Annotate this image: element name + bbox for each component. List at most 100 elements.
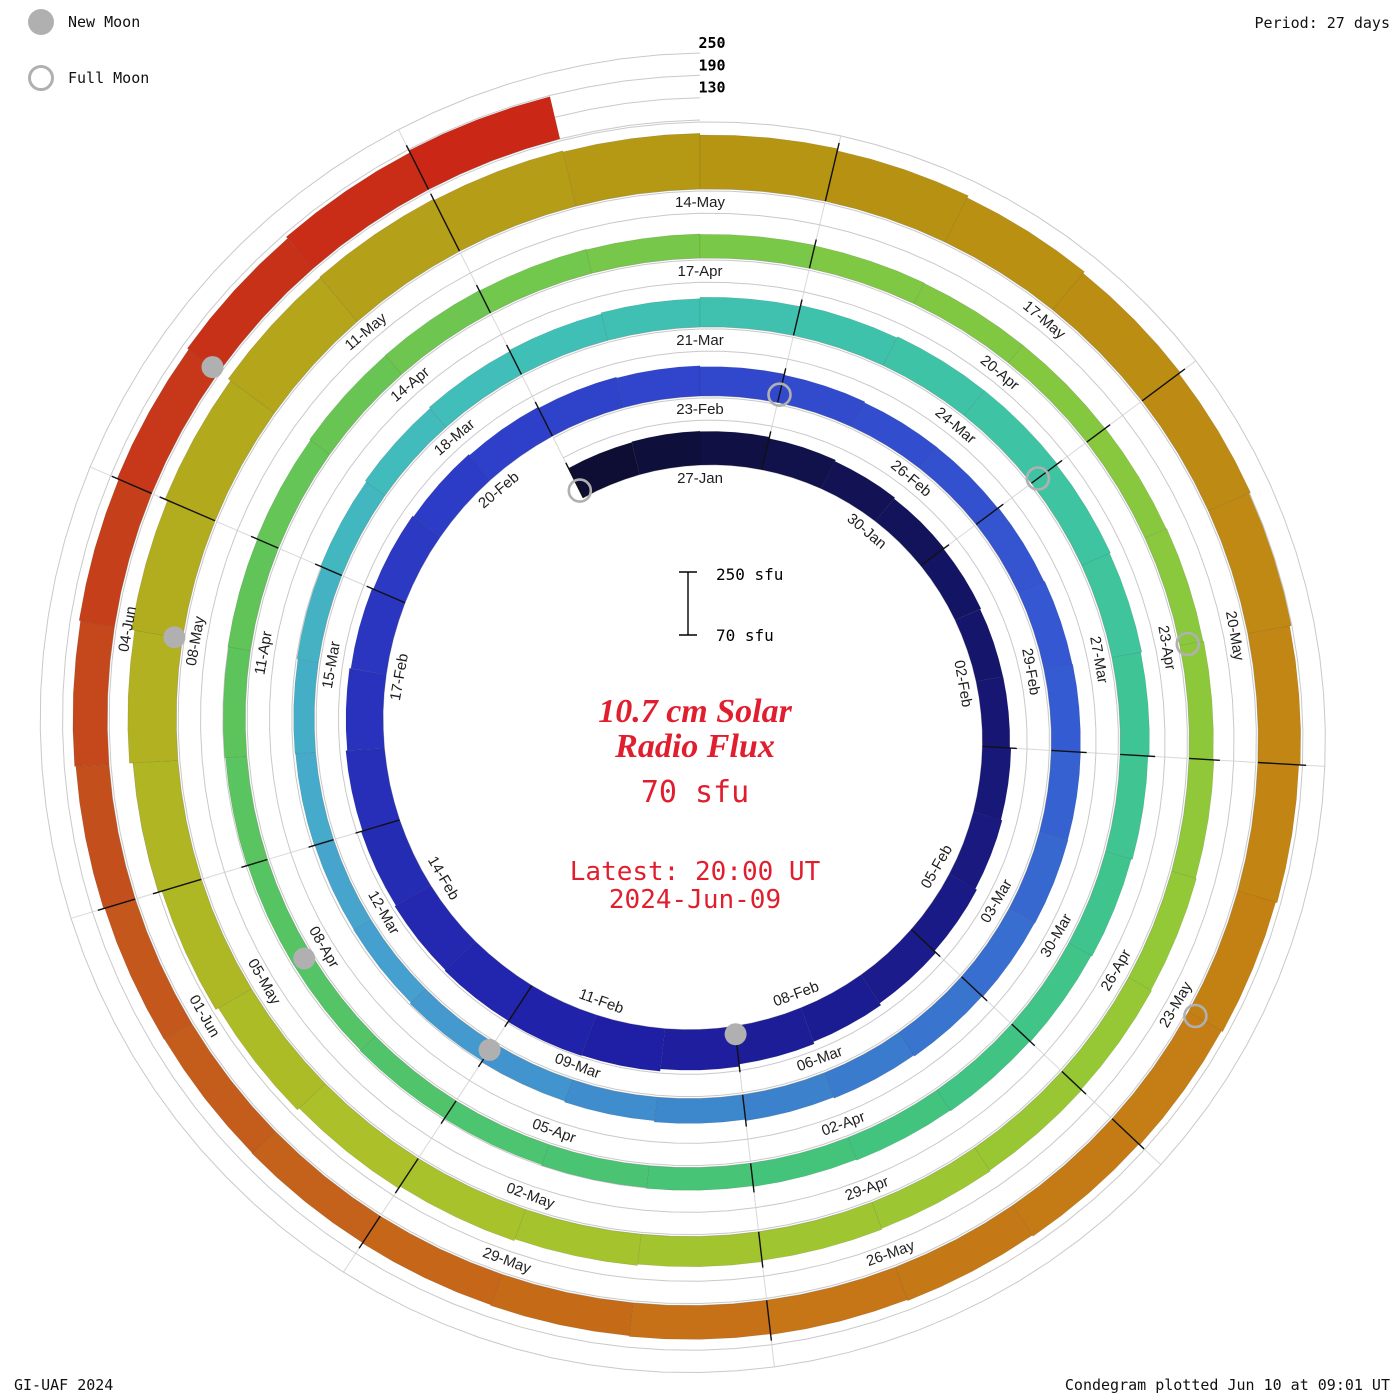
moon-legend: New Moon Full Moon (28, 8, 149, 120)
flux-bar-segment (1039, 750, 1081, 841)
flux-bar-segment (132, 760, 202, 893)
flux-bar-segment (973, 746, 1012, 821)
spiral-layer: 27-Jan30-Jan02-Feb05-Feb08-Feb11-Feb14-F… (39, 34, 1326, 1374)
chart-title-line2: Radio Flux (614, 728, 775, 765)
flux-bar-segment (1008, 831, 1069, 924)
flux-bar-segment (1031, 464, 1111, 566)
ring-scale-label: 190 (698, 56, 725, 74)
flux-bar-segment (399, 1158, 526, 1242)
new-moon-marker (724, 1023, 747, 1046)
flux-bar-segment (537, 376, 624, 437)
new-moon-icon (28, 9, 54, 35)
flux-bar-segment (882, 336, 986, 416)
full-moon-marker (1025, 466, 1051, 491)
new-moon-marker (163, 626, 186, 649)
flux-bar-segment (1086, 427, 1167, 539)
new-moon-marker (293, 947, 316, 970)
date-label: 02-Feb (950, 659, 975, 709)
date-label: 17-Feb (387, 652, 412, 702)
date-label: 14-May (675, 194, 726, 211)
date-label: 29-Feb (1018, 647, 1043, 697)
chart-title-line1: 10.7 cm Solar (598, 693, 792, 730)
flux-bar-segment (936, 1023, 1031, 1112)
plotted-label: Condegram plotted Jun 10 at 09:01 UT (1064, 1376, 1390, 1394)
flux-bar-segment (631, 430, 701, 475)
flux-bar-segment (443, 1100, 550, 1166)
date-label: 17-Apr (677, 263, 722, 280)
flux-bar-segment (777, 374, 866, 428)
flux-bar-segment (1128, 870, 1197, 991)
flux-bar-segment (127, 629, 183, 764)
flux-scale-max-label: 250 sfu (716, 565, 783, 584)
flux-bar-segment (825, 150, 969, 243)
credit-label: GI-UAF 2024 (14, 1376, 114, 1394)
moon-markers (163, 356, 1208, 1061)
ring-scale-label: 250 (698, 34, 725, 52)
new-moon-marker (478, 1038, 501, 1061)
full-moon-marker (1183, 1003, 1208, 1029)
full-moon-icon (28, 65, 54, 91)
flux-bar-segment (975, 676, 1011, 749)
flux-bar-segment (1171, 758, 1215, 879)
date-label: 23-Feb (676, 401, 724, 418)
flux-bar-segment (758, 1202, 883, 1261)
flux-bar-segment (742, 1072, 835, 1122)
flux-bar-segment (637, 1231, 763, 1268)
ring-scale-label: 130 (698, 79, 725, 97)
current-flux-value: 70 sfu (641, 775, 749, 810)
flux-bar-segment (913, 283, 1024, 364)
period-label: Period: 27 days (1254, 14, 1390, 32)
flux-bar-segment (750, 1137, 857, 1187)
legend-full-moon-row: Full Moon (28, 64, 149, 92)
full-moon-label: Full Moon (68, 69, 150, 87)
flux-bar-segment (564, 1079, 658, 1122)
flux-bar-segment (761, 438, 837, 489)
flux-bar-segment (949, 811, 1003, 890)
flux-bar-segment (364, 407, 447, 496)
flux-bar-segment (514, 1209, 642, 1266)
flux-bar-segment (974, 1070, 1083, 1171)
grid-ring-250-sfu (39, 52, 1326, 1374)
flux-bar-segment (1111, 1011, 1222, 1146)
full-moon-marker (1175, 631, 1201, 657)
new-moon-marker (201, 356, 224, 379)
date-label: 20-May (1222, 610, 1248, 663)
ring-scale-labels: 250 190 130 (698, 34, 725, 97)
flux-bar-segment (309, 354, 402, 455)
flux-bar-segment (766, 1266, 908, 1336)
latest-date-label: 2024-Jun-09 (609, 885, 781, 915)
flux-bar-segment (384, 289, 491, 375)
flux-bar-segment (699, 296, 801, 336)
date-label: 21-Mar (676, 332, 724, 349)
latest-time-label: Latest: 20:00 UT (570, 857, 821, 887)
flux-bar-segment (699, 431, 770, 471)
flux-bar-segment (541, 1144, 650, 1188)
flux-bar-segment (1061, 977, 1153, 1091)
flux-scale: 250 sfu 70 sfu (679, 565, 783, 645)
flux-bar-segment (1188, 890, 1277, 1033)
flux-bar-segment (256, 439, 331, 549)
date-label: 27-Mar (1086, 635, 1111, 685)
flux-bar-segment (699, 366, 785, 403)
flux-bar-segment (295, 752, 334, 846)
flux-bar-segment (944, 197, 1085, 311)
full-moon-marker (567, 478, 593, 503)
flux-bars (72, 96, 1302, 1340)
flux-bar-segment (793, 304, 898, 366)
flux-bar-segment (1068, 851, 1132, 957)
flux-bar-segment (1052, 272, 1181, 402)
flux-bar-segment (359, 1035, 457, 1119)
flux-bar-segment (428, 350, 522, 428)
center-titles: 10.7 cm Solar Radio Flux 70 sfu Latest: … (570, 693, 821, 915)
flux-bar-segment (1208, 492, 1292, 634)
flux-bar-segment (320, 481, 386, 576)
flux-bar-segment (1179, 640, 1214, 761)
legend-new-moon-row: New Moon (28, 8, 149, 36)
flux-bar-segment (345, 667, 387, 751)
flux-bar-segment (1111, 651, 1150, 757)
flux-bar-segment (293, 658, 319, 754)
full-moon-marker (767, 382, 792, 408)
flux-bar-segment (1105, 754, 1149, 860)
